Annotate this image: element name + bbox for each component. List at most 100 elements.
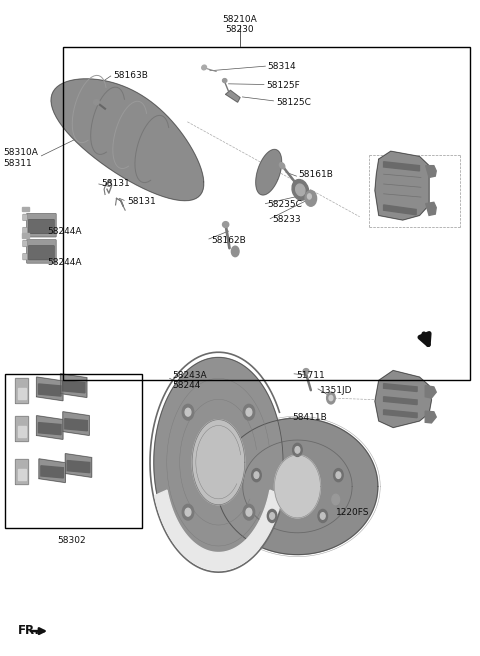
Polygon shape (426, 202, 436, 215)
Circle shape (326, 392, 335, 404)
Ellipse shape (223, 222, 229, 228)
Bar (63, 47, 470, 380)
Circle shape (243, 404, 255, 420)
Text: 58161B: 58161B (299, 170, 333, 178)
Circle shape (329, 396, 333, 401)
Polygon shape (15, 416, 28, 441)
Polygon shape (36, 416, 63, 440)
FancyBboxPatch shape (23, 253, 27, 260)
Circle shape (305, 190, 317, 206)
Polygon shape (384, 397, 417, 405)
Circle shape (308, 194, 312, 199)
Text: 58125C: 58125C (276, 98, 311, 107)
Text: 58243A
58244: 58243A 58244 (172, 371, 207, 390)
FancyBboxPatch shape (23, 214, 27, 220)
Polygon shape (39, 459, 65, 483)
Text: 58244A: 58244A (48, 258, 82, 267)
Polygon shape (384, 410, 417, 418)
Circle shape (295, 447, 300, 453)
Circle shape (243, 504, 255, 520)
Circle shape (320, 513, 325, 520)
Polygon shape (155, 490, 282, 570)
Circle shape (185, 508, 191, 516)
Polygon shape (36, 377, 63, 401)
FancyBboxPatch shape (28, 245, 54, 260)
Circle shape (318, 510, 327, 523)
Text: 58244A: 58244A (48, 226, 82, 236)
Polygon shape (15, 459, 28, 483)
Text: 58163B: 58163B (113, 72, 148, 81)
Polygon shape (15, 379, 28, 403)
Circle shape (270, 513, 275, 520)
Polygon shape (38, 384, 61, 396)
Circle shape (267, 510, 277, 523)
Ellipse shape (223, 79, 227, 83)
Polygon shape (154, 358, 283, 567)
Polygon shape (256, 150, 282, 195)
Circle shape (334, 468, 343, 482)
Text: 58411B: 58411B (293, 413, 327, 422)
Text: 58131: 58131 (128, 197, 156, 206)
Polygon shape (18, 426, 25, 437)
Polygon shape (22, 233, 29, 237)
Circle shape (185, 408, 191, 416)
Circle shape (336, 472, 341, 478)
Polygon shape (65, 419, 87, 431)
FancyBboxPatch shape (26, 239, 56, 263)
Ellipse shape (202, 65, 206, 70)
Text: FR.: FR. (17, 624, 39, 637)
Text: 51711: 51711 (297, 371, 325, 380)
FancyBboxPatch shape (23, 227, 27, 234)
Text: 58125F: 58125F (266, 81, 300, 91)
Text: 58302: 58302 (57, 535, 86, 544)
FancyBboxPatch shape (23, 240, 27, 247)
Bar (5, 374, 142, 527)
Circle shape (231, 246, 239, 256)
Text: 58210A
58230: 58210A 58230 (223, 15, 257, 35)
Text: 58131: 58131 (101, 180, 130, 188)
Polygon shape (38, 422, 61, 435)
Text: 58162B: 58162B (211, 236, 246, 245)
Polygon shape (217, 419, 378, 554)
Polygon shape (67, 461, 90, 473)
Circle shape (182, 404, 194, 420)
Ellipse shape (296, 184, 305, 195)
Polygon shape (60, 374, 87, 398)
Text: 58310A
58311: 58310A 58311 (3, 148, 38, 167)
Polygon shape (63, 412, 89, 436)
Polygon shape (226, 91, 240, 102)
Circle shape (332, 494, 339, 504)
Polygon shape (375, 371, 432, 428)
Text: 1351JD: 1351JD (321, 386, 353, 395)
Polygon shape (426, 166, 436, 177)
Polygon shape (281, 464, 314, 509)
Polygon shape (384, 205, 416, 215)
Polygon shape (425, 386, 436, 398)
Circle shape (246, 508, 252, 516)
Polygon shape (192, 420, 245, 504)
Text: 1220FS: 1220FS (336, 508, 369, 517)
Polygon shape (51, 79, 204, 201)
Polygon shape (384, 162, 420, 171)
FancyBboxPatch shape (28, 219, 54, 234)
Polygon shape (375, 152, 429, 220)
Text: 58314: 58314 (268, 62, 296, 71)
Circle shape (293, 443, 302, 457)
Circle shape (246, 408, 252, 416)
Polygon shape (41, 466, 63, 478)
Polygon shape (384, 384, 417, 392)
Circle shape (254, 472, 259, 478)
Polygon shape (65, 454, 92, 478)
Ellipse shape (94, 100, 99, 105)
Ellipse shape (303, 369, 309, 374)
FancyBboxPatch shape (26, 213, 56, 237)
Polygon shape (18, 469, 25, 480)
Circle shape (182, 504, 194, 520)
Circle shape (252, 468, 261, 482)
Ellipse shape (279, 163, 285, 169)
Text: 58233: 58233 (273, 215, 301, 224)
Polygon shape (22, 207, 29, 211)
Polygon shape (425, 411, 436, 423)
Polygon shape (18, 388, 25, 400)
Polygon shape (62, 380, 85, 393)
